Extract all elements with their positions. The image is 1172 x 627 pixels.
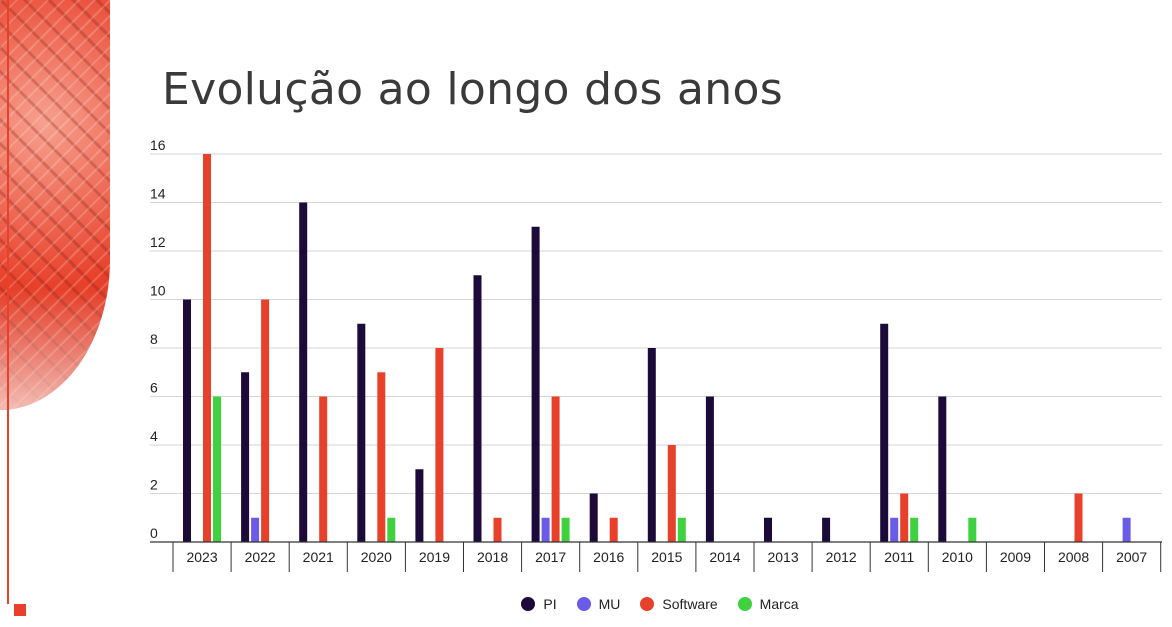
- x-tick-label: 2017: [535, 549, 566, 565]
- bar-software-2015: [667, 445, 676, 542]
- bar-pi-2012: [822, 517, 831, 542]
- y-tick-label: 10: [150, 283, 166, 299]
- gridlines: [150, 153, 1162, 494]
- x-tick-label: 2015: [651, 549, 682, 565]
- y-tick-label: 6: [150, 380, 158, 396]
- bar-pi-2023: [183, 299, 191, 542]
- legend-item-software: Software: [640, 596, 718, 612]
- legend-item-pi: PI: [521, 596, 557, 612]
- bar-pi-2018: [473, 275, 482, 542]
- bar-marca-2020: [387, 517, 396, 542]
- x-tick-label: 2016: [593, 549, 624, 565]
- decorative-red-square: [14, 604, 26, 616]
- bar-pi-2019: [415, 469, 424, 542]
- bar-software-2008: [1074, 493, 1083, 542]
- x-tick-label: 2009: [1000, 549, 1031, 565]
- x-tick-label: 2014: [709, 549, 740, 565]
- x-tick-label: 2021: [303, 549, 334, 565]
- x-tick-label: 2008: [1058, 549, 1089, 565]
- x-tick-label: 2018: [477, 549, 508, 565]
- bar-pi-2021: [299, 202, 308, 542]
- bar-software-2023: [203, 154, 211, 542]
- bar-software-2022: [261, 299, 270, 542]
- bar-mu-2007: [1122, 517, 1131, 542]
- legend-swatch: [737, 597, 752, 611]
- x-tick-label: 2011: [884, 549, 914, 565]
- bar-marca-2023: [213, 396, 221, 542]
- legend-item-marca: Marca: [737, 596, 799, 612]
- bar-pi-2013: [764, 517, 772, 542]
- bar-software-2021: [319, 396, 328, 542]
- bar-pi-2010: [938, 396, 947, 542]
- bar-marca-2017: [561, 517, 570, 542]
- bar-pi-2016: [589, 493, 598, 542]
- x-tick-label: 2020: [361, 549, 392, 565]
- bar-mu-2022: [251, 517, 260, 542]
- bar-software-2011: [900, 493, 909, 542]
- decorative-red-line: [7, 0, 9, 604]
- y-tick-label: 4: [150, 428, 158, 444]
- bar-pi-2015: [647, 348, 656, 542]
- bar-pi-2014: [705, 396, 714, 542]
- legend-swatch: [521, 597, 536, 611]
- bar-mu-2011: [890, 517, 899, 542]
- x-tick-label: 2019: [419, 549, 450, 565]
- legend-label: PI: [543, 596, 557, 612]
- bars: [183, 154, 1131, 542]
- y-tick-label: 16: [150, 137, 166, 153]
- bar-pi-2011: [880, 323, 889, 542]
- x-tick-label: 2013: [767, 549, 798, 565]
- bar-pi-2017: [531, 226, 540, 542]
- bar-software-2020: [377, 372, 386, 542]
- y-tick-label: 12: [150, 234, 166, 250]
- bar-software-2017: [551, 396, 560, 542]
- y-tick-label: 0: [150, 525, 158, 541]
- x-tick-label: 2022: [245, 549, 276, 565]
- bar-pi-2020: [357, 323, 366, 542]
- bar-pi-2022: [241, 372, 250, 542]
- bar-software-2018: [493, 517, 502, 542]
- bar-marca-2010: [968, 517, 977, 542]
- bar-software-2016: [609, 517, 618, 542]
- legend-item-mu: MU: [576, 596, 621, 612]
- x-tick-label: 2023: [186, 549, 217, 565]
- x-tick-label: 2012: [826, 549, 857, 565]
- y-tick-label: 8: [150, 331, 158, 347]
- y-tick-label: 14: [150, 186, 166, 202]
- legend-swatch: [576, 597, 591, 611]
- axes: 0 2 4 6 8 10 12 14 16 2023 2022 2021 2020 2019 2018 201…: [150, 137, 1162, 572]
- legend-swatch: [640, 597, 655, 611]
- legend-label: Software: [662, 596, 718, 612]
- bar-marca-2011: [910, 517, 919, 542]
- x-tick-label: 2010: [942, 549, 973, 565]
- decorative-circuit-image: [0, 0, 110, 410]
- bar-software-2019: [435, 348, 444, 542]
- legend-label: MU: [598, 596, 621, 612]
- chart-legend: PI MU Software Marca: [0, 596, 1172, 612]
- bar-marca-2015: [677, 517, 686, 542]
- x-tick-label: 2007: [1116, 549, 1147, 565]
- slide-title: Evolução ao longo dos anos: [162, 64, 783, 115]
- bar-mu-2017: [541, 517, 550, 542]
- y-tick-label: 2: [150, 477, 158, 493]
- decorative-fade: [0, 290, 110, 410]
- legend-label: Marca: [759, 596, 799, 612]
